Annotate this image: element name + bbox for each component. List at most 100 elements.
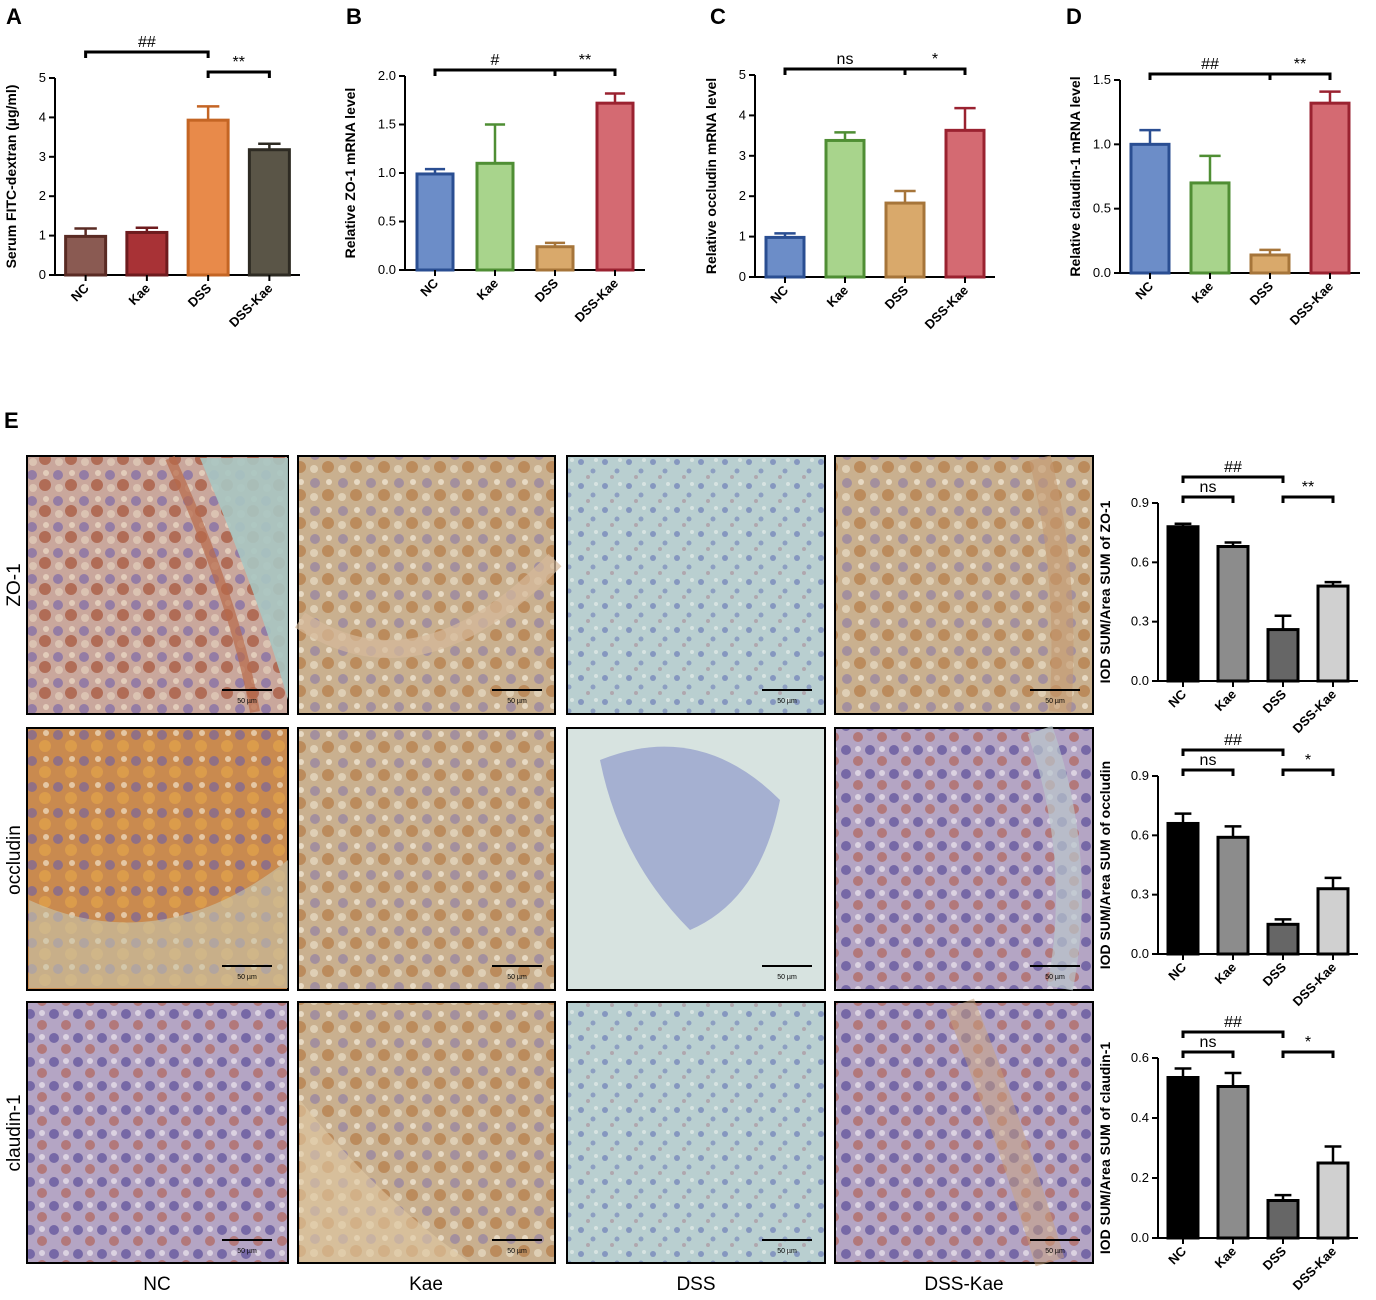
bar: [1266, 922, 1300, 956]
y-tick-label: 0: [39, 267, 46, 282]
scale-bar-label: 50 µm: [507, 698, 527, 705]
bar: [1166, 525, 1200, 683]
scale-bar-label: 50 µm: [237, 974, 257, 981]
micrograph-grid: 50 µm 50 µm 50 µm 50 µm 50 µm 50 µm 50 µ…: [26, 455, 1094, 1267]
scale-bar-label: 50 µm: [777, 1248, 797, 1255]
panel-label-a: A: [6, 4, 22, 29]
bar: [764, 235, 806, 279]
significance-bracket: [206, 70, 271, 78]
x-tick-label: DSS-Kae: [1287, 279, 1336, 328]
y-tick-label: 1.5: [1093, 72, 1111, 87]
significance-bracket: [1281, 495, 1335, 503]
y-tick-label: 2: [739, 188, 746, 203]
y-axis-label: Serum FITC-dextran (µg/ml): [3, 85, 19, 269]
micrograph-claudin1-dss: [566, 1001, 826, 1264]
x-tick-label: DSS-Kae: [922, 283, 971, 332]
significance-label: ns: [1200, 1034, 1217, 1051]
micrograph-claudin1-kae: [297, 1001, 556, 1264]
y-tick-label: 0.9: [1131, 768, 1149, 783]
micrograph-occludin-kae: [297, 727, 556, 991]
bar: [1309, 101, 1351, 275]
scale-bars: [222, 689, 1080, 1241]
micrograph-zo1-dss: [566, 455, 826, 715]
bar: [1216, 835, 1250, 956]
bar: [125, 230, 169, 277]
x-tick-label: DSS-Kae: [1290, 1244, 1339, 1293]
chart-d-claudin1-mrna: 0.0 0.5 1.0 1.5 Relative claudin-1 mRNA leve…: [1067, 56, 1360, 328]
x-tick-label: Kae: [1212, 687, 1239, 714]
bar: [64, 234, 108, 277]
significance-label: ##: [138, 34, 156, 51]
y-tick-label: 1.0: [1093, 136, 1111, 151]
x-tick-label: NC: [1165, 959, 1189, 983]
micrograph-zo1-dsskae: [834, 455, 1094, 715]
row-label-occludin: occludin: [4, 825, 25, 895]
column-label-dsskae: DSS-Kae: [924, 1274, 1003, 1295]
y-axis-label: Relative ZO-1 mRNA level: [342, 88, 358, 259]
bar: [1266, 1199, 1300, 1240]
x-tick-label: Kae: [126, 281, 153, 308]
bar: [247, 148, 291, 277]
significance-bracket: [1181, 1050, 1235, 1058]
y-tick-label: 0.6: [1131, 554, 1149, 569]
row-label-zo1: ZO-1: [4, 563, 25, 606]
panel-label-e: E: [4, 408, 19, 433]
bar: [944, 128, 986, 279]
y-tick-label: 0.5: [1093, 201, 1111, 216]
row-label-claudin1: claudin-1: [4, 1094, 25, 1171]
x-tick-label: NC: [1132, 278, 1156, 302]
y-tick-label: 0.6: [1131, 827, 1149, 842]
significance-label: ##: [1224, 459, 1242, 476]
y-axis-label: IOD SUM/Area SUM of ZO-1: [1097, 500, 1113, 683]
bar: [1266, 628, 1300, 683]
chart-e-claudin1-iod: 0.0 0.2 0.4 0.6 IOD SUM/Area SUM of claudin-…: [1097, 1014, 1358, 1293]
significance-label: ns: [1200, 752, 1217, 769]
y-tick-label: 2: [39, 188, 46, 203]
micrograph-claudin1-nc: [26, 1001, 289, 1264]
scale-bar-label: 50 µm: [1045, 1248, 1065, 1255]
y-tick-label: 5: [39, 70, 46, 85]
micrograph-occludin-dsskae: [834, 725, 1094, 991]
x-tick-label: DSS: [1247, 278, 1277, 308]
y-tick-label: 1: [39, 228, 46, 243]
y-tick-label: 0.4: [1131, 1110, 1149, 1125]
micrograph-claudin1-dsskae: [834, 998, 1094, 1267]
bar: [1316, 584, 1350, 683]
x-tick-label: Kae: [474, 276, 501, 303]
x-tick-label: NC: [1165, 1243, 1189, 1267]
significance-label: ##: [1224, 732, 1242, 749]
significance-bracket: [783, 67, 907, 75]
column-label-nc: NC: [143, 1274, 170, 1295]
bar: [824, 138, 866, 279]
chart-a-fitc-dextran: 0 1 2 3 4 5 Serum FITC-dextran (µg/ml) NC Kae DSS…: [3, 34, 300, 330]
y-tick-label: 0.5: [378, 214, 396, 229]
x-tick-label: Kae: [824, 283, 851, 310]
micrograph-zo1-nc: [26, 455, 289, 715]
y-tick-label: 0: [739, 269, 746, 284]
significance-bracket: [84, 50, 210, 58]
micrograph-zo1-kae: [295, 455, 562, 715]
bar: [1129, 142, 1171, 275]
chart-c-occludin-mrna: 0 1 2 3 4 5 Relative occludin mRNA level NC Kae D…: [703, 51, 995, 332]
y-tick-label: 0.3: [1131, 614, 1149, 629]
significance-label: #: [491, 52, 500, 69]
y-tick-label: 0.3: [1131, 887, 1149, 902]
y-axis-label: IOD SUM/Area SUM of claudin-1: [1097, 1042, 1113, 1255]
bar: [595, 101, 635, 272]
x-tick-label: DSS: [1260, 686, 1290, 716]
panel-label-d: D: [1066, 4, 1082, 29]
bar: [415, 172, 455, 272]
bar: [1216, 1085, 1250, 1240]
significance-bracket: [1148, 72, 1272, 80]
significance-label: **: [579, 52, 591, 69]
significance-bracket: [1281, 768, 1335, 776]
bar: [475, 161, 515, 272]
significance-label: *: [1305, 752, 1311, 769]
x-tick-label: DSS: [185, 280, 215, 310]
y-tick-label: 4: [739, 107, 746, 122]
column-label-dss: DSS: [676, 1274, 715, 1295]
x-tick-label: NC: [417, 275, 441, 299]
bar: [1166, 821, 1200, 956]
bar: [1189, 181, 1231, 275]
significance-bracket: [1281, 1050, 1335, 1058]
